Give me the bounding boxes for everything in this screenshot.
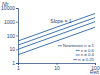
y-axis-line (16, 9, 19, 64)
x-axis-title: Reb (90, 69, 99, 75)
y-tick-label: 100 (7, 33, 16, 39)
y-tick: 1 (12, 60, 18, 66)
legend-swatch (76, 50, 80, 51)
series-line (18, 13, 95, 41)
y-tick-mark (16, 36, 18, 37)
y-tick: 10 (9, 46, 18, 52)
x-axis: 110100 (17, 63, 100, 71)
y-tick: 100 (7, 33, 18, 39)
y-tick-label: 1000 (4, 19, 15, 25)
x-tick: 10 (54, 63, 60, 71)
series-line (18, 22, 95, 50)
legend: Newtonian n = 1n = 0.6n = 0.4n = 0.25 (58, 43, 95, 62)
legend-label: n = 0.25 (78, 57, 94, 62)
chart: 110100110100100010000NbRebSlope = 1Newto… (0, 0, 100, 75)
legend-swatch (76, 55, 80, 56)
x-tick-label: 10 (54, 65, 60, 71)
y-tick-label: 1 (12, 60, 15, 66)
annotation: Slope = 1 (50, 18, 71, 24)
lines (18, 13, 95, 54)
x-tick: 1 (17, 63, 20, 71)
y-tick: 1000 (4, 19, 18, 25)
y-tick-mark (16, 49, 18, 50)
y-tick-mark (16, 8, 18, 9)
series-line (18, 27, 95, 55)
y-axis-title: Nb (2, 1, 9, 7)
plot: 110100110100100010000 (1, 5, 100, 70)
y-tick-label: 10 (9, 46, 15, 52)
x-tick-label: 1 (17, 65, 20, 71)
y-tick-mark (16, 22, 18, 23)
y-axis: 110100100010000 (1, 5, 18, 66)
legend-swatch (73, 59, 77, 60)
legend-swatch (58, 45, 62, 46)
y-tick-mark (16, 63, 18, 64)
